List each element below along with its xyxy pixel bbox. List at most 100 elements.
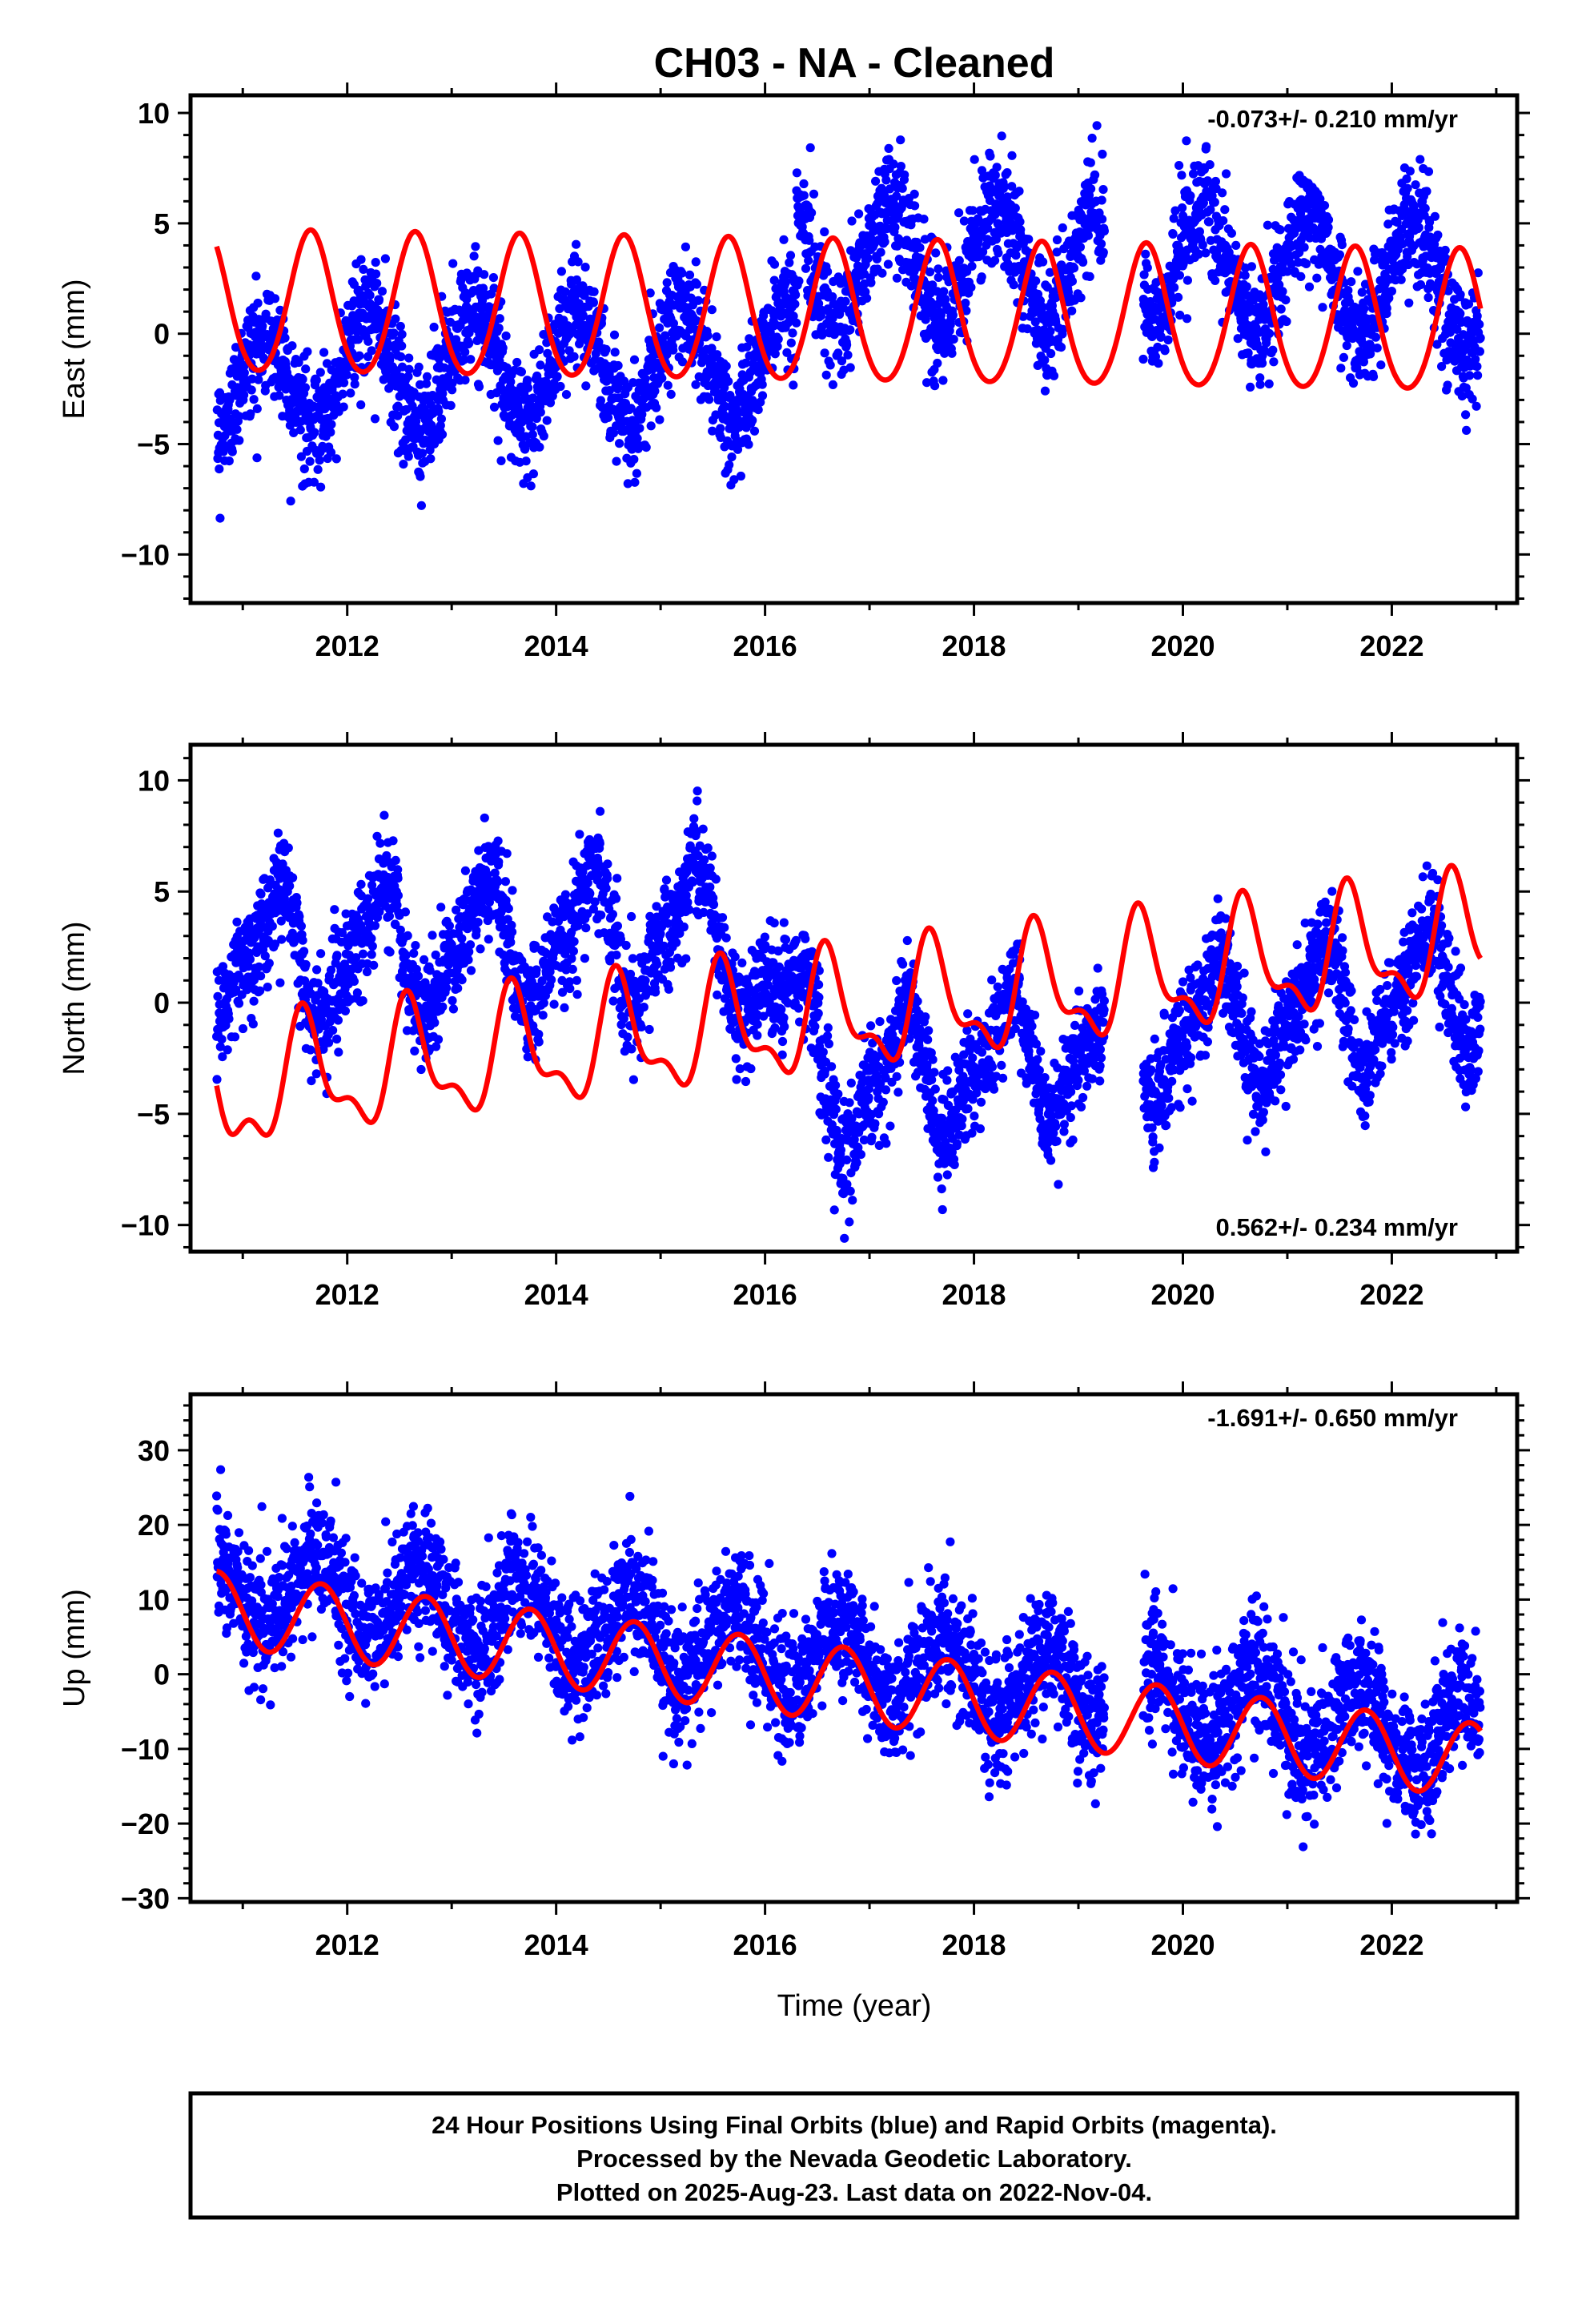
data-point (596, 396, 606, 405)
data-point (1456, 290, 1465, 300)
data-point (326, 428, 335, 437)
data-point (1443, 380, 1452, 390)
data-point (691, 380, 701, 389)
data-point (954, 255, 964, 265)
data-point (369, 960, 379, 970)
data-point (469, 251, 479, 261)
data-point (1359, 304, 1369, 313)
data-point (339, 402, 348, 412)
data-point (1339, 352, 1348, 362)
data-point (919, 215, 929, 224)
data-point (393, 891, 403, 900)
data-point (589, 287, 599, 296)
data-point (224, 1014, 234, 1023)
data-point (1204, 217, 1214, 227)
data-point (578, 311, 588, 320)
data-point (355, 351, 364, 360)
data-point (367, 346, 376, 356)
data-point (1205, 160, 1215, 170)
data-point (506, 377, 516, 387)
data-point (804, 255, 813, 265)
data-point (1222, 169, 1231, 179)
data-point (232, 917, 242, 927)
data-point (930, 381, 940, 391)
data-point (986, 151, 995, 161)
data-point (990, 171, 1000, 180)
data-point (580, 263, 590, 272)
data-point (1387, 287, 1396, 296)
data-point (1040, 386, 1050, 396)
data-point (411, 941, 420, 951)
data-point (1283, 267, 1292, 276)
data-point (534, 1029, 544, 1039)
data-point (753, 405, 763, 415)
data-point (708, 426, 717, 436)
data-point (997, 131, 1006, 141)
data-point (1475, 320, 1484, 329)
data-point (686, 293, 696, 303)
data-point (713, 350, 722, 360)
data-point (520, 444, 530, 454)
data-point (516, 367, 527, 376)
data-point (843, 350, 853, 360)
data-point (613, 381, 623, 392)
data-point (339, 378, 349, 388)
data-point (705, 395, 714, 404)
data-point (1031, 276, 1041, 286)
data-point (1138, 354, 1148, 364)
data-point (535, 442, 544, 452)
data-point (1188, 169, 1199, 179)
data-point (959, 216, 969, 226)
data-point (494, 324, 504, 333)
data-point (786, 338, 796, 348)
data-point (1011, 251, 1021, 260)
data-point (404, 372, 413, 381)
data-point (1220, 205, 1230, 215)
data-point (1141, 249, 1150, 259)
data-point (493, 877, 503, 887)
data-point (967, 261, 977, 271)
data-point (1142, 263, 1152, 272)
data-point (949, 335, 958, 344)
data-point (1359, 357, 1368, 367)
data-point (707, 344, 717, 353)
data-point (333, 1015, 343, 1025)
data-point (1083, 231, 1093, 240)
data-point (1433, 230, 1443, 240)
data-point (1056, 343, 1066, 352)
data-point (742, 342, 752, 352)
data-point (1318, 303, 1327, 312)
data-point (437, 429, 448, 440)
data-point (292, 898, 302, 908)
data-point (363, 894, 373, 903)
data-point (1170, 283, 1179, 292)
data-point (925, 267, 935, 277)
chart-title: CH03 - NA - Cleaned (654, 40, 1055, 86)
data-point (465, 940, 476, 950)
data-point (805, 235, 814, 245)
data-point (569, 937, 579, 947)
data-point (1211, 275, 1220, 285)
data-point (1336, 364, 1346, 373)
data-point (1231, 240, 1241, 250)
data-point (1030, 317, 1040, 327)
data-point (876, 247, 885, 257)
data-point (397, 341, 407, 351)
data-point (568, 964, 577, 974)
data-point (897, 183, 907, 193)
data-point (356, 879, 366, 889)
data-point (632, 468, 642, 478)
data-point (581, 923, 591, 933)
data-point (536, 360, 545, 370)
data-point (883, 259, 893, 269)
data-point (1096, 239, 1106, 249)
data-point (393, 401, 403, 411)
data-point (532, 965, 541, 975)
data-point (629, 355, 640, 364)
data-point (1465, 371, 1475, 380)
data-point (1175, 310, 1185, 320)
data-point (223, 1045, 232, 1055)
data-point (630, 477, 640, 487)
data-point (1182, 136, 1191, 146)
data-point (842, 340, 852, 350)
